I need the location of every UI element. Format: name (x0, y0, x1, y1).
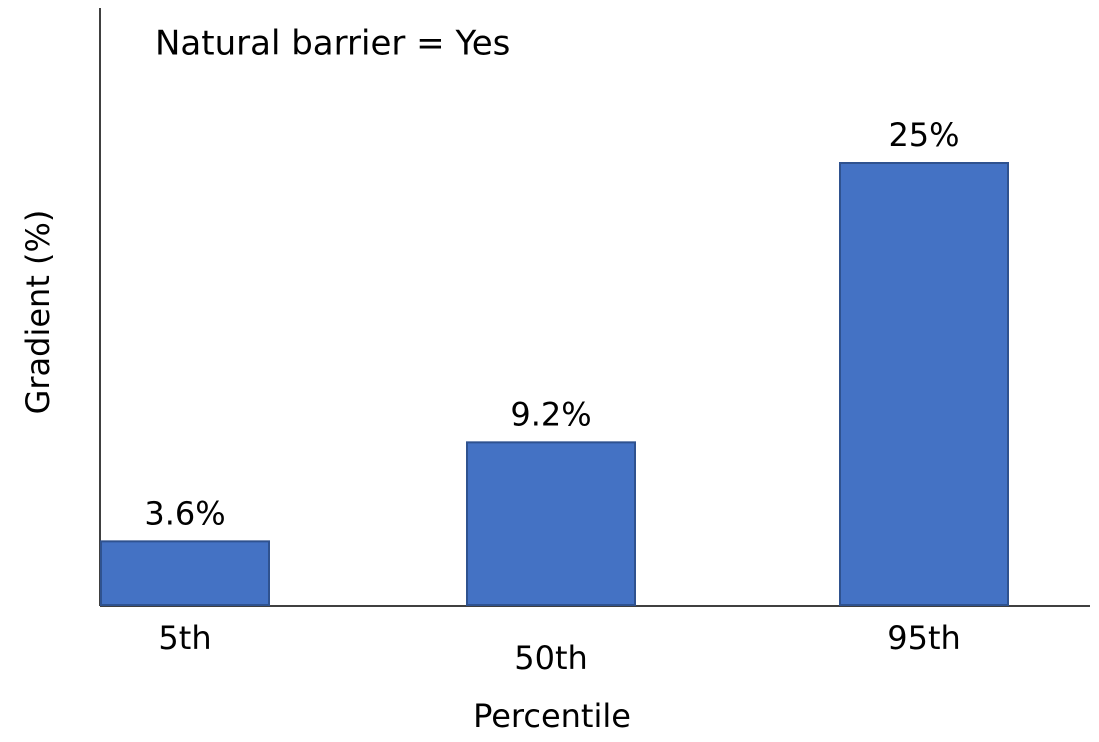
x-tick-label: 95th (887, 619, 961, 657)
chart-title: Natural barrier = Yes (155, 24, 510, 64)
x-tick-label: 50th (514, 639, 588, 677)
x-tick-label: 5th (158, 619, 211, 657)
bar (100, 540, 270, 606)
bar (839, 162, 1009, 606)
data-label: 3.6% (144, 494, 225, 532)
x-axis-label: Percentile (473, 697, 631, 735)
bar (466, 441, 636, 606)
data-label: 9.2% (510, 395, 591, 433)
y-axis-label: Gradient (%) (19, 210, 57, 415)
data-label: 25% (888, 116, 959, 154)
